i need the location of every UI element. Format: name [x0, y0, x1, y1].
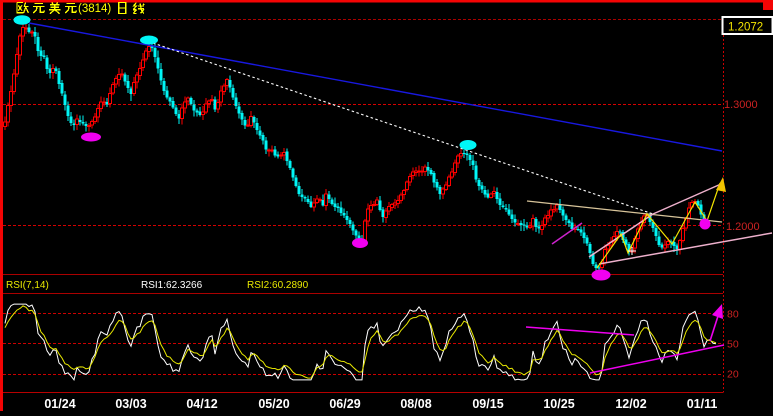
svg-text:50: 50 [727, 339, 739, 351]
svg-text:08/08: 08/08 [400, 397, 431, 411]
svg-text:(3814): (3814) [78, 3, 111, 15]
svg-text:12/02: 12/02 [615, 397, 646, 411]
svg-text:80: 80 [727, 309, 739, 321]
svg-text:01/24: 01/24 [44, 397, 75, 411]
svg-text:20: 20 [727, 369, 739, 381]
svg-text:1.2072: 1.2072 [728, 22, 763, 34]
svg-text:RSI(7,14): RSI(7,14) [6, 280, 49, 291]
svg-text:10/25: 10/25 [543, 397, 574, 411]
svg-text:06/29: 06/29 [329, 397, 360, 411]
svg-text:05/20: 05/20 [258, 397, 289, 411]
svg-text:04/12: 04/12 [186, 397, 217, 411]
svg-text:RSI1:62.3266: RSI1:62.3266 [141, 280, 203, 291]
svg-text:03/03: 03/03 [115, 397, 146, 411]
svg-text:09/15: 09/15 [472, 397, 503, 411]
svg-text:01/11: 01/11 [687, 397, 718, 411]
svg-text:RSI2:60.2890: RSI2:60.2890 [247, 280, 309, 291]
svg-text:1.3000: 1.3000 [724, 99, 758, 111]
svg-text:1.2000: 1.2000 [726, 221, 760, 233]
